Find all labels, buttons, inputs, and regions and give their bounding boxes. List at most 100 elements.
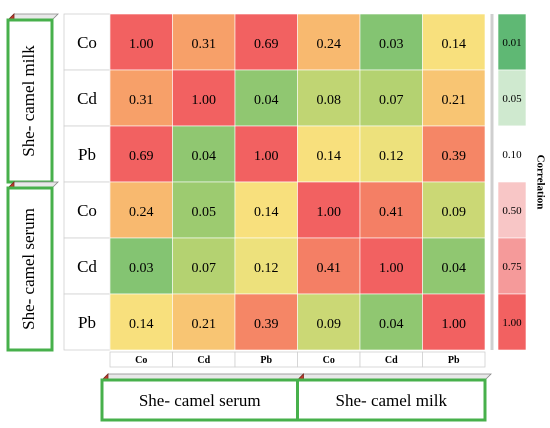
heatmap-cell bbox=[172, 237, 236, 295]
heatmap-cell bbox=[359, 13, 423, 71]
cell-value-label: 0.31 bbox=[129, 93, 154, 108]
row-group-label: She- camel milk bbox=[19, 45, 38, 157]
heatmap-cell bbox=[297, 13, 361, 71]
heatmap-cell bbox=[234, 13, 298, 71]
cell-value-label: 0.14 bbox=[254, 205, 279, 220]
column-labels: Co Cd Pb Co Cd Pb bbox=[109, 351, 486, 368]
row-label: Cd bbox=[77, 257, 97, 276]
heatmap-cell bbox=[172, 69, 236, 127]
cell-value-label: 0.07 bbox=[379, 93, 404, 108]
column-label: Pb bbox=[448, 355, 460, 366]
heatmap-cell bbox=[297, 125, 361, 183]
cell-value-label: 0.04 bbox=[379, 317, 404, 332]
heatmap-cell bbox=[109, 237, 173, 295]
column-label: Pb bbox=[260, 355, 272, 366]
row-group-labels: She- camel milk She- camel serum bbox=[6, 13, 59, 352]
cell-value-label: 0.07 bbox=[192, 261, 217, 276]
cell-value-label: 0.12 bbox=[379, 149, 404, 164]
legend-value-label: 0.75 bbox=[502, 261, 522, 273]
row-group-box: She- camel milk bbox=[6, 13, 59, 184]
column-label: Co bbox=[323, 355, 335, 366]
legend-swatch bbox=[497, 293, 527, 351]
column-label: Cd bbox=[385, 355, 398, 366]
heatmap-cell bbox=[359, 125, 423, 183]
row-label: Pb bbox=[78, 145, 96, 164]
cell-value-label: 1.00 bbox=[129, 37, 154, 52]
heatmap-cell bbox=[359, 69, 423, 127]
row-labels: Co Cd Pb Co Cd Pb bbox=[63, 13, 111, 351]
row-label: Cd bbox=[77, 89, 97, 108]
heatmap-cell bbox=[359, 181, 423, 239]
legend-swatch bbox=[497, 237, 527, 295]
cell-value-label: 0.21 bbox=[192, 317, 217, 332]
heatmap-cell bbox=[359, 293, 423, 351]
legend-value-label: 0.10 bbox=[502, 149, 522, 161]
color-legend: 0.01 0.05 0.10 0.50 0.75 1.00 Correlation bbox=[490, 13, 546, 351]
cell-value-label: 0.41 bbox=[379, 205, 404, 220]
legend-title: Correlation bbox=[534, 155, 546, 210]
heatmap-cell bbox=[297, 293, 361, 351]
cell-value-label: 0.04 bbox=[442, 261, 467, 276]
heatmap-cell bbox=[422, 181, 486, 239]
heatmap-cell bbox=[109, 181, 173, 239]
cell-value-label: 0.05 bbox=[192, 205, 217, 220]
heatmap-cell bbox=[172, 293, 236, 351]
cell-value-label: 0.09 bbox=[317, 317, 342, 332]
cell-value-label: 0.09 bbox=[442, 205, 467, 220]
cell-value-label: 0.31 bbox=[192, 37, 217, 52]
heatmap-cell bbox=[109, 293, 173, 351]
heatmap-cell bbox=[297, 237, 361, 295]
heatmap-cell bbox=[297, 69, 361, 127]
heatmap-cell bbox=[109, 69, 173, 127]
legend-value-label: 0.01 bbox=[502, 37, 521, 49]
heatmap-cells: 1.00 0.31 0.69 0.24 0.03 0.14 0.31 1.00 0.04 0.08… bbox=[109, 13, 486, 351]
cell-value-label: 0.03 bbox=[379, 37, 404, 52]
column-group-label: She- camel serum bbox=[139, 391, 261, 410]
cell-value-label: 0.04 bbox=[254, 93, 279, 108]
legend-value-label: 0.50 bbox=[502, 205, 522, 217]
cell-value-label: 0.24 bbox=[129, 205, 154, 220]
heatmap-cell bbox=[422, 237, 486, 295]
heatmap-cell bbox=[109, 13, 173, 71]
cell-value-label: 0.14 bbox=[442, 37, 467, 52]
column-label: Co bbox=[135, 355, 147, 366]
row-label: Co bbox=[77, 33, 97, 52]
cell-value-label: 1.00 bbox=[254, 149, 279, 164]
legend-swatch bbox=[497, 13, 527, 71]
heatmap-cell bbox=[172, 181, 236, 239]
cell-value-label: 0.39 bbox=[254, 317, 279, 332]
cell-value-label: 1.00 bbox=[192, 93, 217, 108]
cell-value-label: 0.39 bbox=[442, 149, 467, 164]
column-label-cell bbox=[422, 351, 486, 368]
cell-value-label: 0.14 bbox=[317, 149, 342, 164]
cell-value-label: 1.00 bbox=[442, 317, 467, 332]
legend-swatch bbox=[497, 125, 527, 183]
row-label: Pb bbox=[78, 313, 96, 332]
row-label-cell bbox=[63, 125, 111, 183]
heatmap-cell bbox=[109, 125, 173, 183]
column-group-labels: She- camel serum She- camel milk bbox=[100, 373, 492, 422]
cell-value-label: 1.00 bbox=[379, 261, 404, 276]
cell-value-label: 0.14 bbox=[129, 317, 154, 332]
heatmap-cell bbox=[422, 13, 486, 71]
cell-value-label: 0.21 bbox=[442, 93, 467, 108]
cell-value-label: 0.03 bbox=[129, 261, 154, 276]
legend-swatch bbox=[497, 181, 527, 239]
column-group-box: She- camel milk bbox=[296, 373, 492, 422]
heatmap-cell bbox=[172, 125, 236, 183]
cell-value-label: 0.24 bbox=[317, 37, 342, 52]
row-label-cell bbox=[63, 293, 111, 351]
cell-value-label: 1.00 bbox=[317, 205, 342, 220]
cell-value-label: 0.08 bbox=[317, 93, 342, 108]
heatmap-cell bbox=[422, 293, 486, 351]
row-group-label: She- camel serum bbox=[19, 208, 38, 330]
row-group-box: She- camel serum bbox=[6, 181, 59, 352]
legend-swatch bbox=[497, 69, 527, 127]
column-label: Cd bbox=[197, 355, 210, 366]
cell-value-label: 0.12 bbox=[254, 261, 279, 276]
cell-value-label: 0.69 bbox=[254, 37, 279, 52]
heatmap-cell bbox=[422, 69, 486, 127]
cell-value-label: 0.04 bbox=[192, 149, 217, 164]
heatmap-cell bbox=[234, 181, 298, 239]
